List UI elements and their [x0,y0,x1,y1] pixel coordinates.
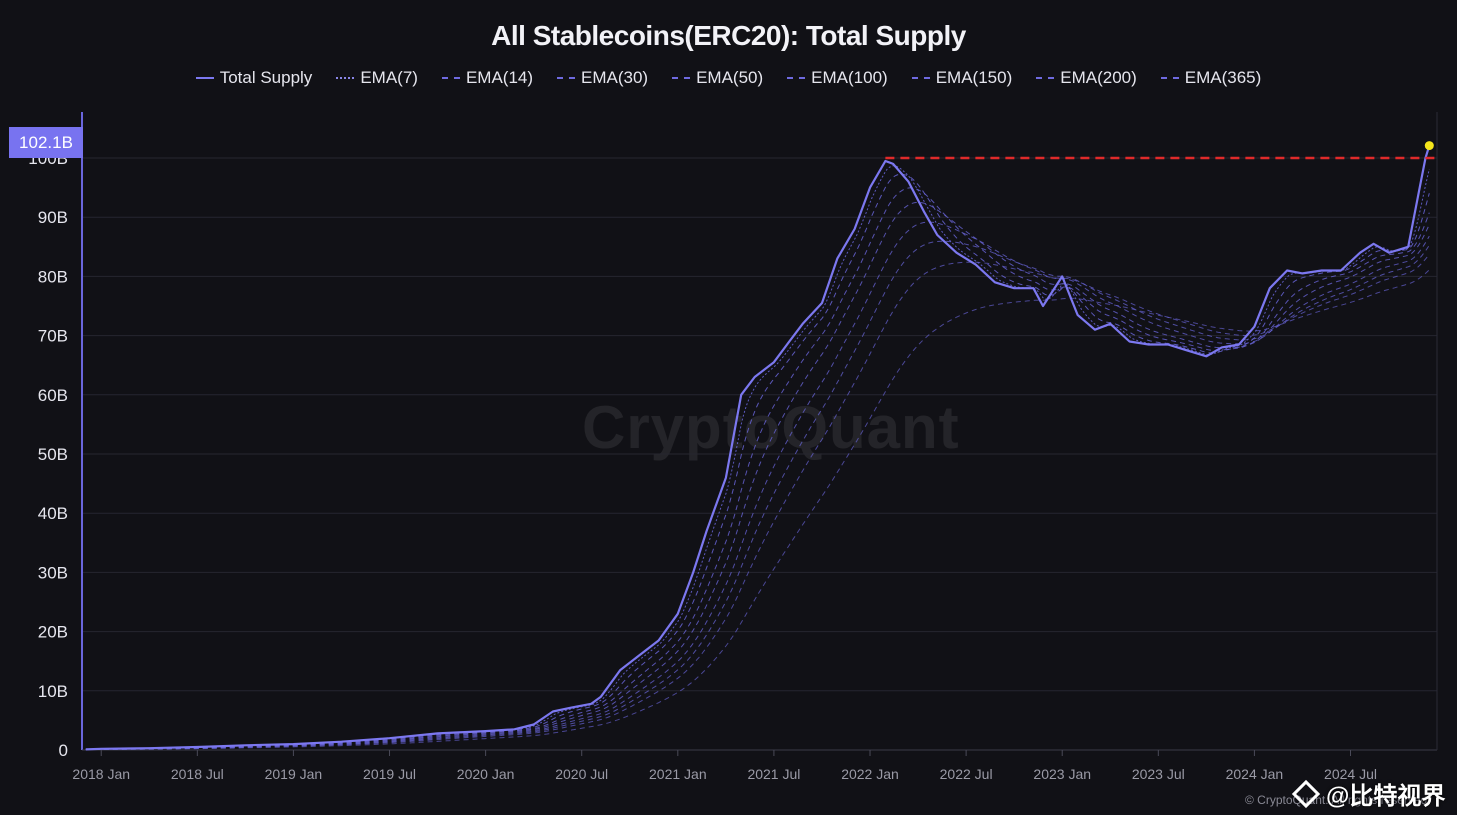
series-line-ema50[interactable] [85,201,1430,750]
x-tick-label: 2023 Jul [1132,766,1185,782]
x-tick-label: 2019 Jan [265,766,323,782]
binance-diamond-icon [1291,779,1321,808]
x-tick-label: 2024 Jan [1226,766,1284,782]
legend-swatch [195,77,214,79]
legend-label: EMA(7) [360,68,418,87]
legend-swatch [1036,77,1055,79]
y-tick-label: 10B [38,682,68,701]
chart-axes [81,112,1438,756]
y-tick-label: 70B [38,327,68,346]
source-handle: @比特视界 [1291,776,1446,811]
legend-label: EMA(50) [696,68,764,87]
legend-swatch [911,77,930,79]
y-tick-label: 20B [38,623,68,642]
copyright-text: © CryptoQuant. All rights reserved [1245,793,1428,807]
watermark-logo: CryptoQuant [582,394,960,461]
legend-swatch [336,77,355,79]
legend-swatch [441,77,460,79]
grid-lines [82,157,1437,751]
legend-label: EMA(365) [1184,68,1262,87]
series-line-ema100[interactable] [85,221,1430,750]
legend-swatch [557,77,576,79]
legend-item-ema-200[interactable]: EMA(200) [1036,68,1137,88]
y-tick-label: 80B [38,267,68,286]
legend-item-ema-150[interactable]: EMA(150) [911,68,1013,88]
legend-item-ema-7[interactable]: EMA(7) [336,68,418,88]
legend-label: Total Supply [219,68,313,87]
x-tick-label: 2020 Jul [555,766,608,782]
x-tick-label: 2023 Jan [1033,766,1091,782]
x-tick-label: 2021 Jan [649,766,707,782]
series-layer [85,145,1431,751]
y-tick-label: 0 [59,741,68,760]
latest-value-tag: 102.1B [9,127,83,158]
series-line-ema200[interactable] [85,254,1430,750]
series-line-ema14[interactable] [85,173,1430,750]
y-tick-label: 90B [38,208,68,227]
legend-label: EMA(30) [581,68,649,87]
legend-item-ema-50[interactable]: EMA(50) [672,68,763,88]
series-line-ema150[interactable] [85,240,1430,750]
legend-item-total-supply[interactable]: Total Supply [195,68,313,88]
handle-text: @比特视界 [1326,783,1446,810]
legend-item-ema-100[interactable]: EMA(100) [787,68,888,88]
legend-swatch [787,77,806,79]
legend-item-ema-30[interactable]: EMA(30) [557,68,648,88]
series-line-ema30[interactable] [85,187,1430,750]
y-tick-label: 60B [38,386,68,405]
y-tick-label: 40B [38,504,68,523]
x-tick-label: 2022 Jul [940,766,993,782]
latest-point-marker[interactable] [1424,141,1434,151]
legend-label: EMA(200) [1060,68,1137,87]
legend-item-ema-365[interactable]: EMA(365) [1160,68,1262,88]
chart-title: All Stablecoins(ERC20): Total Supply [491,20,966,51]
x-tick-label: 2022 Jan [841,766,899,782]
legend-label: EMA(150) [935,68,1013,87]
chart-legend: Total Supply EMA(7) EMA(14) EMA(30) EMA(… [0,68,1457,88]
legend-label: EMA(100) [811,68,888,87]
series-line-total-supply[interactable] [85,145,1431,751]
x-tick-label: 2018 Jan [72,766,130,782]
x-axis-labels: 2018 Jan 2018 Jul 2019 Jan 2019 Jul 2020 Jan… [72,766,1377,782]
series-line-ema365[interactable] [85,269,1430,750]
reference-layer [885,141,1437,160]
y-tick-label: 30B [38,563,68,582]
x-tick-label: 2019 Jul [363,766,416,782]
x-tick-label: 2018 Jul [171,766,224,782]
y-tick-label: 50B [38,445,68,464]
legend-item-ema-14[interactable]: EMA(14) [441,68,534,88]
legend-label: EMA(14) [465,68,534,87]
series-line-ema7[interactable] [85,165,1430,750]
x-tick-label: 2021 Jul [747,766,800,782]
legend-swatch [1160,77,1179,79]
x-tick-label: 2020 Jan [457,766,515,782]
legend-swatch [672,77,691,79]
x-tick-label: 2024 Jul [1324,766,1377,782]
